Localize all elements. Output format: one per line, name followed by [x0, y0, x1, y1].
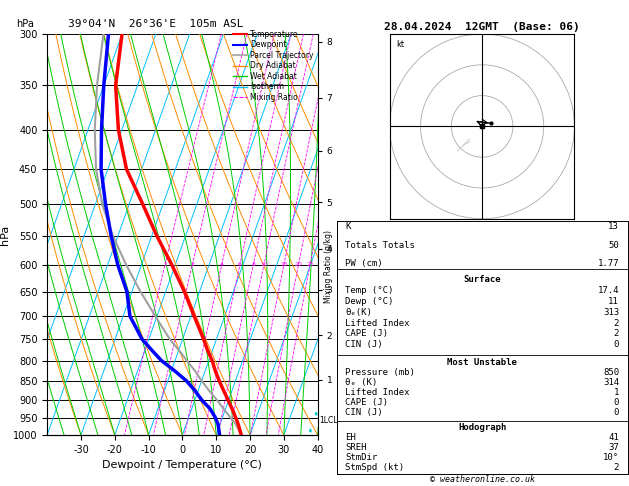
Text: CAPE (J): CAPE (J)	[345, 399, 388, 407]
Text: StmSpd (kt): StmSpd (kt)	[345, 463, 404, 472]
Text: SREH: SREH	[345, 443, 367, 452]
X-axis label: Dewpoint / Temperature (°C): Dewpoint / Temperature (°C)	[103, 460, 262, 470]
Text: CIN (J): CIN (J)	[345, 340, 383, 349]
Text: Dewp (°C): Dewp (°C)	[345, 297, 394, 306]
Text: 25: 25	[306, 262, 314, 267]
Text: 1: 1	[163, 262, 167, 267]
Y-axis label: hPa: hPa	[0, 225, 10, 244]
Text: Lifted Index: Lifted Index	[345, 388, 409, 398]
Text: 313: 313	[603, 308, 619, 317]
Text: θₑ (K): θₑ (K)	[345, 379, 377, 387]
Text: 28.04.2024  12GMT  (Base: 06): 28.04.2024 12GMT (Base: 06)	[384, 21, 580, 32]
Text: 39°04'N  26°36'E  105m ASL: 39°04'N 26°36'E 105m ASL	[67, 19, 243, 29]
Text: 2: 2	[614, 463, 619, 472]
Text: 41: 41	[608, 433, 619, 442]
Text: 13: 13	[608, 223, 619, 231]
Text: 0: 0	[614, 340, 619, 349]
Text: 850: 850	[603, 368, 619, 378]
Text: 2: 2	[191, 262, 194, 267]
Text: 20: 20	[294, 262, 303, 267]
Text: Most Unstable: Most Unstable	[447, 359, 517, 367]
Text: θₑ(K): θₑ(K)	[345, 308, 372, 317]
Text: CAPE (J): CAPE (J)	[345, 330, 388, 338]
Text: 2: 2	[614, 330, 619, 338]
Text: 0: 0	[614, 399, 619, 407]
Text: Hodograph: Hodograph	[458, 423, 506, 432]
Text: 17.4: 17.4	[598, 286, 619, 295]
Text: 6: 6	[238, 262, 242, 267]
Text: 15: 15	[280, 262, 287, 267]
Text: 2: 2	[614, 318, 619, 328]
Text: 50: 50	[608, 241, 619, 250]
Text: Totals Totals: Totals Totals	[345, 241, 415, 250]
Text: Pressure (mb): Pressure (mb)	[345, 368, 415, 378]
Text: PW (cm): PW (cm)	[345, 259, 383, 268]
Text: Surface: Surface	[464, 275, 501, 284]
Y-axis label: km
ASL: km ASL	[337, 224, 355, 245]
Text: 10°: 10°	[603, 453, 619, 462]
Text: CIN (J): CIN (J)	[345, 408, 383, 417]
Text: hPa: hPa	[16, 19, 33, 29]
Text: © weatheronline.co.uk: © weatheronline.co.uk	[430, 474, 535, 484]
Text: 37: 37	[608, 443, 619, 452]
Text: 10: 10	[260, 262, 268, 267]
Text: Lifted Index: Lifted Index	[345, 318, 409, 328]
Text: EH: EH	[345, 433, 356, 442]
Text: 4: 4	[220, 262, 224, 267]
Text: Temp (°C): Temp (°C)	[345, 286, 394, 295]
Text: 1LCL: 1LCL	[320, 416, 338, 425]
Text: 314: 314	[603, 379, 619, 387]
Text: StmDir: StmDir	[345, 453, 377, 462]
Text: 0: 0	[614, 408, 619, 417]
Text: Mixing Ratio (g/kg): Mixing Ratio (g/kg)	[324, 230, 333, 303]
Text: 11: 11	[608, 297, 619, 306]
Text: 1.77: 1.77	[598, 259, 619, 268]
Text: 1: 1	[614, 388, 619, 398]
Text: 8: 8	[252, 262, 255, 267]
Text: K: K	[345, 223, 350, 231]
Text: kt: kt	[396, 40, 404, 49]
Legend: Temperature, Dewpoint, Parcel Trajectory, Dry Adiabat, Wet Adiabat, Isotherm, Mi: Temperature, Dewpoint, Parcel Trajectory…	[233, 30, 314, 102]
